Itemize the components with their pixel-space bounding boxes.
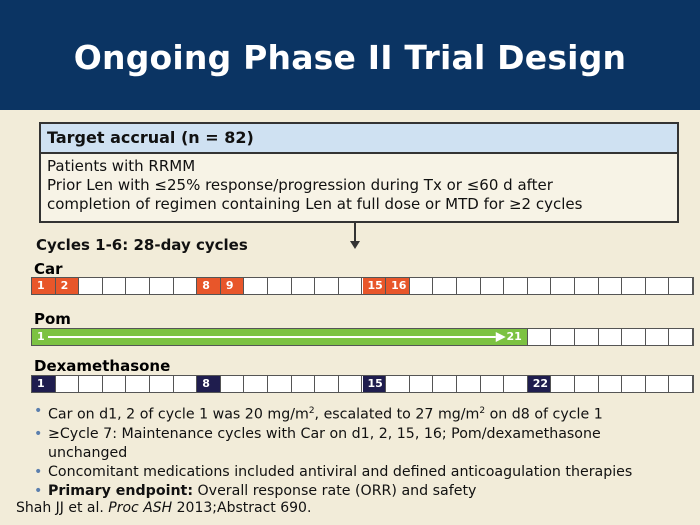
day-cell xyxy=(174,278,198,294)
day-cell xyxy=(669,329,693,345)
day-cell xyxy=(504,278,528,294)
pom-dosing-bar: 1 21 xyxy=(32,329,528,345)
day-cell xyxy=(315,376,339,392)
day-cell xyxy=(622,376,646,392)
day-cell xyxy=(457,278,481,294)
pom-start-day: 1 xyxy=(37,330,45,343)
car-schedule-strip: 1 2 8 9 15 16 xyxy=(31,277,694,295)
day-cell xyxy=(575,329,599,345)
day-cell xyxy=(575,376,599,392)
day-cell xyxy=(56,376,80,392)
bullet-dot-icon: • xyxy=(34,403,43,419)
list-item: • Concomitant medications included antiv… xyxy=(34,463,633,480)
day-cell xyxy=(315,278,339,294)
day-cell xyxy=(528,278,552,294)
dose-day-cell: 9 xyxy=(220,278,245,294)
flow-arrow-line xyxy=(354,223,356,243)
day-cell xyxy=(221,376,245,392)
dose-day-cell: 1 xyxy=(32,376,56,392)
day-cell xyxy=(599,329,623,345)
day-cell xyxy=(646,329,670,345)
day-cell xyxy=(433,376,457,392)
bullet-dot-icon: • xyxy=(34,425,43,442)
day-cell xyxy=(504,376,528,392)
dose-day-cell: 22 xyxy=(527,376,552,392)
eligibility-header: Target accrual (n = 82) xyxy=(41,124,677,154)
day-cell xyxy=(103,376,127,392)
day-cell xyxy=(79,278,103,294)
day-cell xyxy=(150,376,174,392)
day-cell xyxy=(244,376,269,392)
dose-day-cell: 8 xyxy=(197,278,221,294)
pom-schedule-strip: 1 21 xyxy=(31,328,694,346)
bullet-dot-icon: • xyxy=(34,482,43,499)
day-cell xyxy=(433,278,457,294)
day-cell xyxy=(622,278,646,294)
day-cell xyxy=(528,329,552,345)
car-label: Car xyxy=(34,260,63,278)
day-cell xyxy=(599,376,623,392)
day-cell xyxy=(646,376,670,392)
pom-label: Pom xyxy=(34,310,71,328)
day-cell xyxy=(646,278,670,294)
dose-day-cell: 8 xyxy=(197,376,221,392)
day-cell xyxy=(79,376,103,392)
day-cell xyxy=(410,278,434,294)
day-cell xyxy=(551,278,575,294)
dose-day-cell: 16 xyxy=(386,278,410,294)
eligibility-line: Patients with RRMM xyxy=(47,157,196,175)
day-cell xyxy=(551,376,575,392)
eligibility-body: Patients with RRMM Prior Len with ≤25% r… xyxy=(41,154,677,217)
slide-title: Ongoing Phase II Trial Design xyxy=(73,38,627,77)
day-cell xyxy=(268,376,292,392)
dose-day-cell: 2 xyxy=(55,278,80,294)
pom-end-day: 21 xyxy=(506,330,522,343)
day-cell xyxy=(126,376,151,392)
cycles-label: Cycles 1-6: 28-day cycles xyxy=(36,236,248,254)
dose-day-cell: 15 xyxy=(362,278,387,294)
day-cell xyxy=(551,329,575,345)
day-cell xyxy=(481,278,505,294)
title-banner xyxy=(0,0,700,110)
list-item: • Primary endpoint: Overall response rat… xyxy=(34,482,477,499)
bullet-list: • Car on d1, 2 of cycle 1 was 20 mg/m2, … xyxy=(34,402,684,501)
day-cell xyxy=(103,278,127,294)
dose-day-cell: 15 xyxy=(362,376,387,392)
day-cell xyxy=(669,278,693,294)
day-cell xyxy=(410,376,434,392)
day-cell xyxy=(268,278,292,294)
dose-day-cell: 1 xyxy=(32,278,56,294)
list-item: • ≥Cycle 7: Maintenance cycles with Car … xyxy=(34,425,601,461)
day-cell xyxy=(126,278,151,294)
day-cell xyxy=(150,278,174,294)
day-cell xyxy=(575,278,599,294)
arrow-right-icon xyxy=(48,332,506,342)
day-cell xyxy=(292,278,316,294)
day-cell xyxy=(339,278,363,294)
day-cell xyxy=(622,329,646,345)
arrow-down-icon xyxy=(350,241,360,249)
eligibility-line: completion of regimen containing Len at … xyxy=(47,195,583,213)
day-cell xyxy=(339,376,363,392)
day-cell xyxy=(244,278,269,294)
day-cell xyxy=(292,376,316,392)
eligibility-line: Prior Len with ≤25% response/progression… xyxy=(47,176,553,194)
bullet-dot-icon: • xyxy=(34,463,43,480)
dex-schedule-strip: 1 8 15 22 xyxy=(31,375,694,393)
day-cell xyxy=(669,376,693,392)
day-cell xyxy=(457,376,481,392)
dex-label: Dexamethasone xyxy=(34,357,171,375)
day-cell xyxy=(481,376,505,392)
citation: Shah JJ et al. Proc ASH 2013;Abstract 69… xyxy=(16,500,312,516)
eligibility-box: Target accrual (n = 82) Patients with RR… xyxy=(39,122,679,223)
day-cell xyxy=(386,376,410,392)
day-cell xyxy=(174,376,198,392)
list-item: • Car on d1, 2 of cycle 1 was 20 mg/m2, … xyxy=(34,403,603,423)
day-cell xyxy=(599,278,623,294)
